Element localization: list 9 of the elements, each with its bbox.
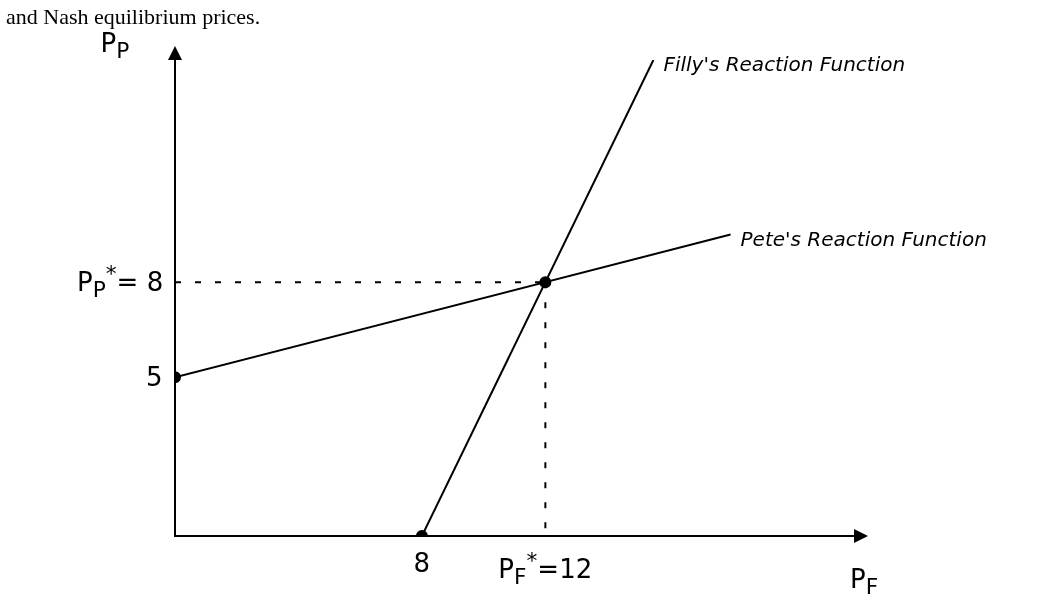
- series-label: Filly's Reaction Function: [663, 52, 906, 77]
- x-tick-label: 8: [413, 548, 430, 578]
- y-axis-title: P$_{P}$: [100, 28, 130, 64]
- text: and Nash equilibrium prices.: [6, 4, 261, 30]
- y-tick-label: 5: [146, 362, 163, 393]
- series-label: Pete's Reaction Function: [740, 226, 987, 251]
- y-tick-label: P$_{P}$$^{*}$= 8: [77, 261, 164, 302]
- x-axis-title: P$_{F}$: [850, 564, 879, 596]
- x-tick-label: P$_{F}$$^{*}$=12: [498, 548, 593, 589]
